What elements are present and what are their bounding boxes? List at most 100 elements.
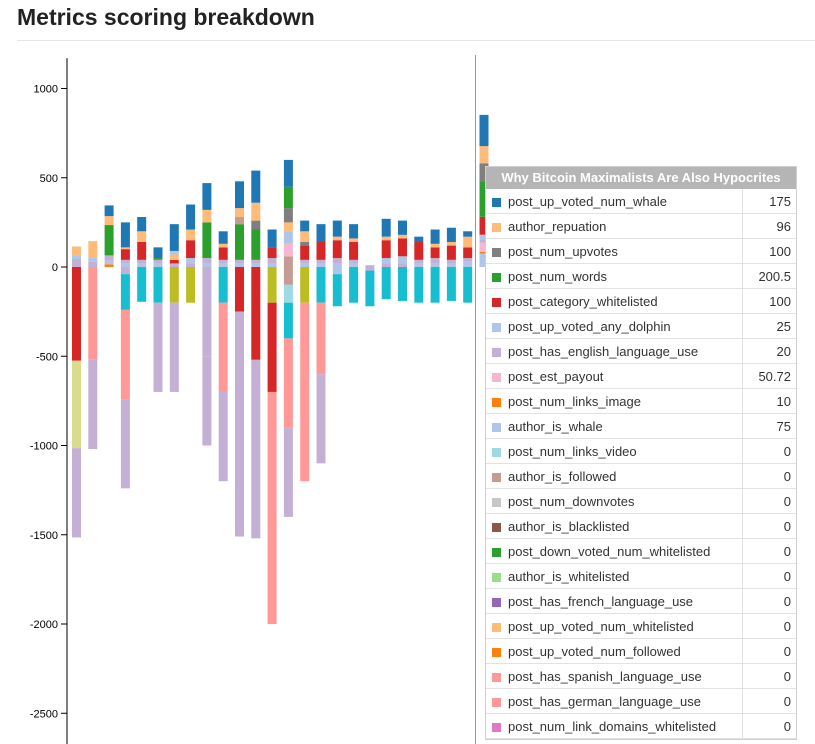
bar-segment: [365, 267, 375, 271]
bar-segment: [169, 250, 179, 255]
bar-segment: [332, 274, 342, 307]
bar-stack[interactable]: [463, 231, 473, 303]
tooltip-row-name: author_is_whale: [506, 413, 743, 439]
bar-segment: [283, 159, 293, 187]
legend-swatch: [491, 397, 501, 407]
bar-stack[interactable]: [479, 114, 489, 267]
bar-segment: [398, 234, 407, 239]
bar-segment: [283, 284, 293, 303]
bar-segment: [104, 264, 114, 267]
bar-segment: [169, 224, 179, 251]
tooltip-row-swatch-cell: [486, 363, 506, 389]
bar-stack[interactable]: [218, 231, 228, 482]
bar-stack[interactable]: [169, 224, 179, 392]
bar-segment: [479, 146, 489, 164]
bar-segment: [169, 254, 179, 260]
bar-segment: [104, 216, 114, 226]
tooltip-row: author_is_whitelisted 0: [486, 563, 796, 589]
bar-stack[interactable]: [104, 205, 114, 267]
bar-stack[interactable]: [72, 246, 81, 538]
tooltip-row-name: post_has_french_language_use: [506, 588, 743, 614]
bar-stack[interactable]: [398, 220, 407, 301]
tooltip-row-value: 75: [742, 413, 796, 439]
bar-segment: [120, 263, 130, 267]
bar-stack[interactable]: [283, 159, 293, 517]
bar-segment: [283, 231, 293, 244]
bar-stack[interactable]: [332, 220, 342, 307]
bar-segment: [267, 263, 277, 267]
bar-segment: [137, 267, 147, 302]
tooltip-row-value: 96: [742, 213, 796, 239]
bar-segment: [218, 247, 228, 260]
bar-segment: [267, 391, 277, 624]
bar-segment: [381, 218, 391, 237]
bar-stack[interactable]: [430, 229, 440, 303]
bar-stack[interactable]: [414, 236, 424, 303]
tooltip-row: post_est_payout 50.72: [486, 363, 796, 389]
chart-title: Metrics scoring breakdown: [17, 4, 315, 30]
bar-segment: [430, 267, 440, 303]
bar-segment: [283, 256, 293, 267]
bar-segment: [479, 234, 489, 240]
bar-segment: [186, 267, 196, 303]
bar-stack[interactable]: [381, 218, 391, 300]
bar-stack[interactable]: [235, 181, 244, 537]
tooltip-row-value: 25: [742, 313, 796, 339]
tooltip-row-value: 0: [742, 438, 796, 464]
legend-swatch: [491, 297, 501, 307]
bar-segment: [283, 243, 293, 257]
y-tick-label: -1500: [30, 530, 58, 542]
tooltip-row: post_num_links_image 10: [486, 388, 796, 414]
bar-segment: [104, 260, 114, 265]
tooltip-row-swatch-cell: [486, 263, 506, 289]
y-tick-label: 500: [40, 173, 58, 185]
legend-swatch: [491, 272, 501, 282]
bar-stack[interactable]: [137, 217, 147, 302]
bar-stack[interactable]: [120, 222, 130, 489]
bar-stack[interactable]: [251, 170, 261, 539]
tooltip-row-name: post_has_english_language_use: [506, 338, 743, 364]
tooltip-row-name: author_is_blacklisted: [506, 513, 743, 539]
bars: [72, 114, 489, 624]
tooltip-row-swatch-cell: [486, 338, 506, 364]
bar-segment: [300, 267, 310, 303]
bar-segment: [349, 242, 359, 260]
tooltip-row-name: post_has_german_language_use: [506, 688, 743, 714]
tooltip-row-swatch-cell: [486, 588, 506, 614]
bar-stack[interactable]: [88, 241, 98, 450]
tooltip-row-value: 10: [742, 388, 796, 414]
tooltip-row-swatch-cell: [486, 563, 506, 589]
tooltip-row-swatch-cell: [486, 463, 506, 489]
bar-segment: [300, 242, 310, 246]
bar-segment: [479, 239, 489, 243]
tooltip-row-value: 0: [742, 488, 796, 514]
tooltip-row-swatch-cell: [486, 488, 506, 514]
bar-stack[interactable]: [186, 204, 196, 303]
bar-segment: [72, 448, 81, 538]
bar-segment: [251, 170, 261, 203]
bar-segment: [235, 181, 244, 209]
bar-segment: [153, 259, 163, 264]
bar-stack[interactable]: [300, 220, 310, 482]
bar-segment: [169, 259, 179, 264]
bar-segment: [186, 240, 196, 259]
bar-segment: [251, 259, 261, 264]
bar-stack[interactable]: [365, 265, 375, 307]
bar-stack[interactable]: [202, 183, 212, 446]
bar-stack[interactable]: [316, 224, 326, 464]
tooltip-row-value: 0: [742, 538, 796, 564]
bar-stack[interactable]: [349, 224, 359, 303]
bar-segment: [153, 258, 163, 260]
bar-stack[interactable]: [446, 227, 456, 301]
tooltip-row-swatch-cell: [486, 663, 506, 689]
bar-segment: [283, 267, 293, 285]
bar-stack[interactable]: [267, 229, 277, 624]
bar-segment: [218, 243, 228, 248]
bar-segment: [120, 222, 130, 248]
tooltip-row-name: post_up_voted_num_followed: [506, 638, 743, 664]
bar-segment: [316, 374, 326, 464]
bar-segment: [88, 258, 98, 262]
legend-swatch: [491, 622, 501, 632]
bar-stack[interactable]: [153, 247, 163, 392]
bar-segment: [349, 259, 359, 264]
